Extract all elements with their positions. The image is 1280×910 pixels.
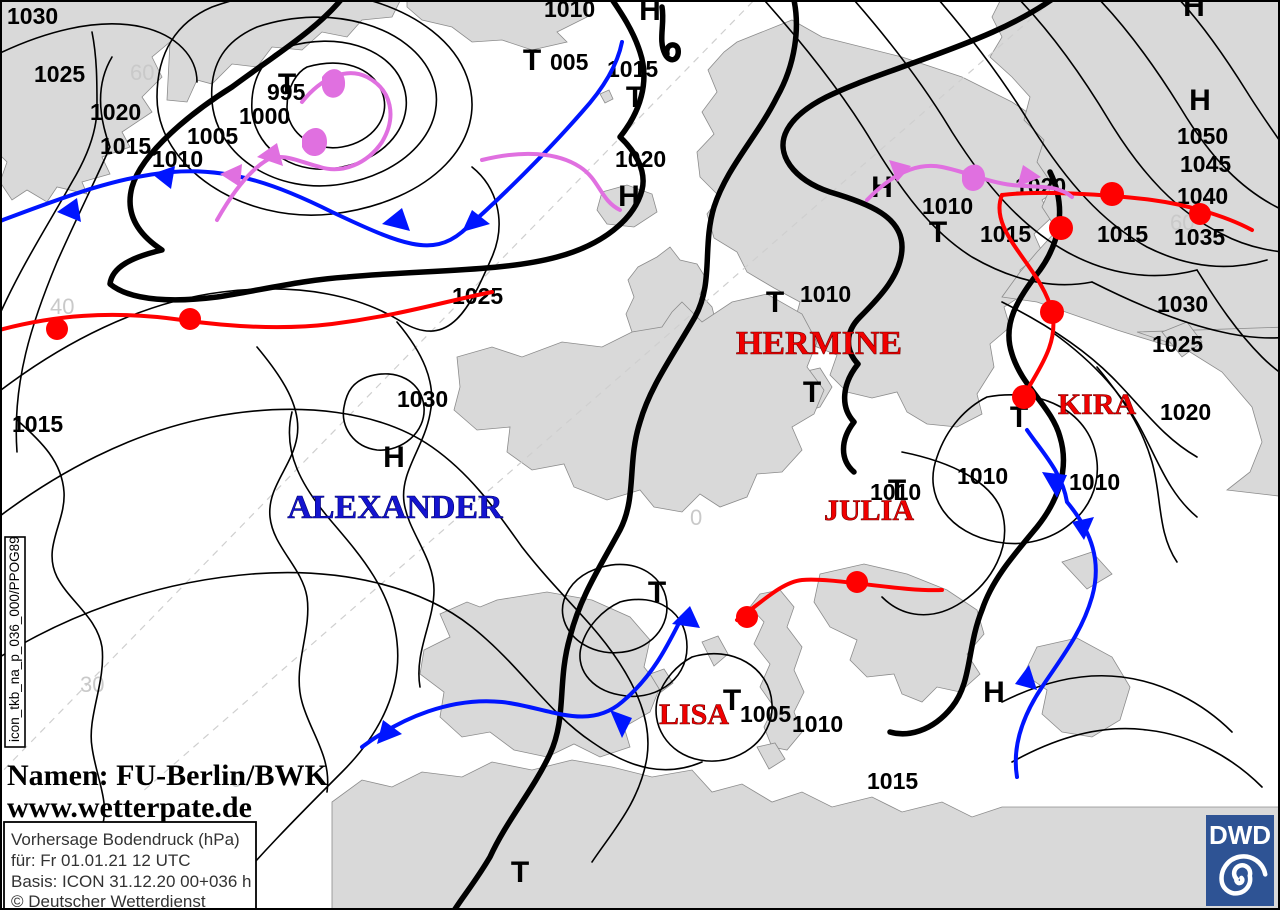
svg-text:1050: 1050: [1177, 123, 1228, 149]
svg-text:0: 0: [690, 505, 702, 530]
svg-text:H: H: [383, 441, 405, 474]
svg-text:1025: 1025: [1152, 331, 1203, 357]
svg-text:1030: 1030: [397, 386, 448, 412]
svg-text:T: T: [803, 376, 821, 409]
svg-text:60: 60: [130, 60, 154, 85]
svg-text:T: T: [766, 286, 784, 319]
svg-text:1035: 1035: [1174, 224, 1225, 250]
svg-text:T: T: [648, 576, 666, 609]
svg-text:ALEXANDER: ALEXANDER: [287, 489, 503, 526]
svg-text:1000: 1000: [239, 103, 290, 129]
svg-text:T: T: [511, 856, 529, 889]
svg-text:KIRA: KIRA: [1058, 388, 1137, 421]
svg-text:H: H: [1189, 84, 1211, 117]
svg-text:für: Fr 01.01.21 12 UTC: für: Fr 01.01.21 12 UTC: [11, 851, 191, 870]
svg-text:1015: 1015: [1097, 221, 1148, 247]
svg-text:JULIA: JULIA: [824, 494, 914, 527]
svg-text:1010: 1010: [800, 281, 851, 307]
svg-text:H: H: [639, 2, 661, 27]
svg-text:1030: 1030: [7, 3, 58, 29]
svg-text:Basis: ICON 31.12.20 00+036 h: Basis: ICON 31.12.20 00+036 h: [11, 872, 252, 891]
svg-text:Vorhersage Bodendruck (hPa): Vorhersage Bodendruck (hPa): [11, 830, 240, 849]
svg-text:1045: 1045: [1180, 151, 1231, 177]
svg-text:1015: 1015: [867, 768, 918, 794]
svg-text:1015: 1015: [12, 411, 63, 437]
svg-text:1010: 1010: [544, 2, 595, 22]
svg-text:1010: 1010: [1069, 469, 1120, 495]
svg-text:1010: 1010: [957, 463, 1008, 489]
svg-text:H: H: [983, 676, 1005, 709]
svg-text:1010: 1010: [792, 711, 843, 737]
svg-text:T: T: [278, 68, 296, 101]
svg-text:1020: 1020: [615, 146, 666, 172]
svg-text:LISA: LISA: [659, 698, 729, 731]
svg-text:© Deutscher Wetterdienst: © Deutscher Wetterdienst: [11, 892, 206, 910]
svg-text:1005: 1005: [740, 701, 791, 727]
svg-text:1030: 1030: [1157, 291, 1208, 317]
svg-text:T: T: [929, 216, 947, 249]
svg-text:HERMINE: HERMINE: [736, 325, 902, 362]
svg-text:www.wetterpate.de: www.wetterpate.de: [7, 791, 252, 824]
svg-text:1020: 1020: [90, 99, 141, 125]
svg-text:005: 005: [550, 49, 589, 75]
svg-text:1020: 1020: [1160, 399, 1211, 425]
svg-text:H: H: [618, 180, 640, 213]
svg-text:icon_tkb_na_p_036_000/PPOG89: icon_tkb_na_p_036_000/PPOG89: [7, 536, 22, 742]
svg-text:1025: 1025: [34, 61, 85, 87]
svg-text:1015: 1015: [100, 133, 151, 159]
svg-text:1005: 1005: [187, 123, 238, 149]
svg-text:T: T: [523, 44, 541, 77]
svg-text:1010: 1010: [152, 146, 203, 172]
svg-text:T: T: [626, 81, 644, 114]
svg-text:H: H: [1183, 2, 1205, 23]
svg-text:Namen: FU-Berlin/BWK: Namen: FU-Berlin/BWK: [7, 759, 328, 792]
svg-text:DWD: DWD: [1209, 820, 1271, 850]
